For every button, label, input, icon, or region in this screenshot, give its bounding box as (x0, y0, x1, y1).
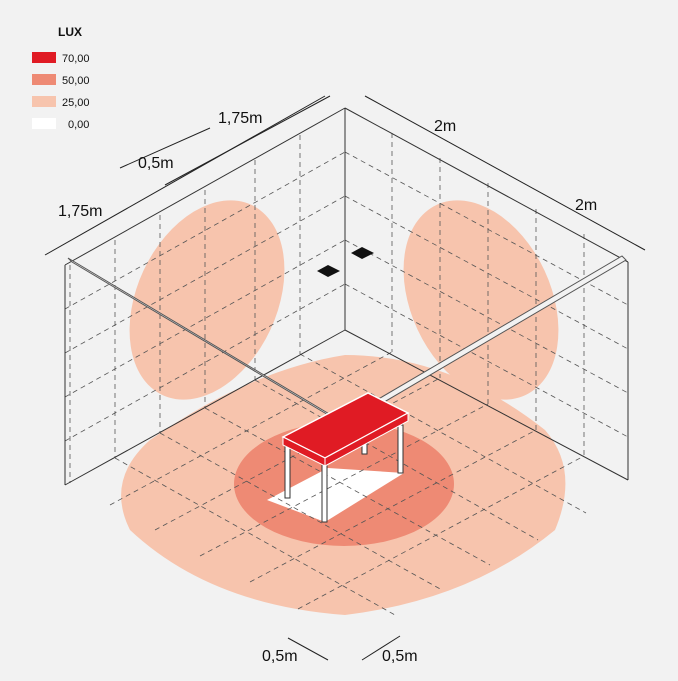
dimension-labels: 1,75m 0,5m 1,75m 2m 2m 0,5m 0,5m (58, 110, 597, 665)
dimension-left-wall-depth: 1,75m (58, 203, 102, 220)
dimension-right-wall-width: 2m (434, 118, 456, 135)
legend-label-25: 25,00 (62, 97, 90, 109)
room-edges (64, 107, 629, 486)
dimension-lines (44, 95, 646, 661)
legend-label-70: 70,00 (62, 53, 90, 65)
right-wall-zone-25 (403, 200, 559, 400)
wall-illuminance-zones (129, 200, 559, 400)
ceiling-light-right (351, 247, 374, 259)
legend-title: LUX (58, 25, 82, 39)
dimension-left-wall-offset: 0,5m (138, 155, 174, 172)
legend-swatch-70 (32, 52, 56, 63)
legend-swatch-50 (32, 74, 56, 85)
legend-swatch-0 (32, 118, 56, 129)
legend-swatch-25 (32, 96, 56, 107)
dimension-right-wall-depth: 2m (575, 197, 597, 214)
legend-label-0: 0,00 (68, 119, 89, 131)
legend-label-50: 50,00 (62, 75, 90, 87)
legend: LUX 70,00 50,00 25,00 0,00 (32, 25, 90, 131)
desk (281, 392, 410, 523)
ceiling-lights (317, 247, 374, 277)
left-wall-zone-25 (129, 200, 285, 400)
room-grid (64, 133, 629, 616)
ceiling-light-left (317, 265, 340, 277)
dimension-floor-left: 0,5m (262, 648, 298, 665)
floor-zone-0 (267, 468, 404, 522)
dimension-left-wall-width: 1,75m (218, 110, 262, 127)
dimension-floor-right: 0,5m (382, 648, 418, 665)
